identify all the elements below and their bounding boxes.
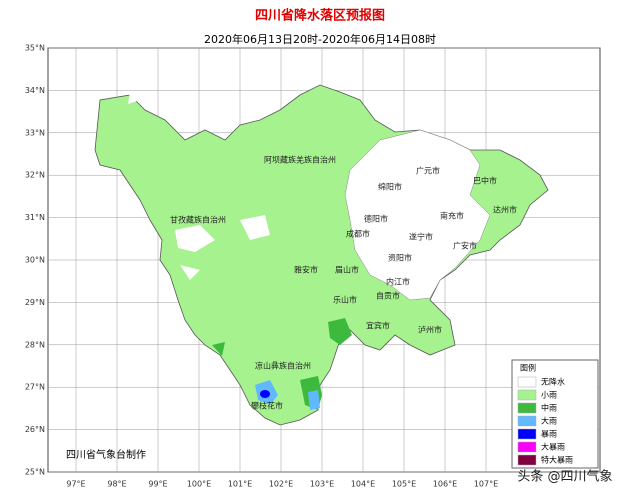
lon-tick-label: 107°E — [474, 480, 498, 489]
place-label: 甘孜藏族自治州 — [170, 215, 226, 225]
place-label: 南充市 — [440, 211, 464, 221]
no-rain-patch — [128, 92, 270, 280]
place-label: 广安市 — [453, 241, 477, 251]
watermark: 头条 @四川气象 — [517, 469, 612, 485]
lon-tick-label: 97°E — [66, 480, 85, 489]
legend-label: 中雨 — [541, 403, 557, 413]
subtitle: 2020年06月13日20时-2020年06月14日08时 — [204, 32, 436, 46]
place-label: 泸州市 — [418, 325, 442, 335]
no-rain-area — [344, 129, 491, 301]
legend-label: 无降水 — [541, 377, 565, 387]
legend-swatch — [517, 389, 537, 401]
lat-tick-label: 26°N — [25, 425, 45, 434]
credit: 四川省气象台制作 — [66, 448, 146, 461]
legend-label: 特大暴雨 — [541, 455, 573, 465]
lon-tick-label: 104°E — [351, 480, 375, 489]
rainstorm-patch — [260, 390, 270, 398]
place-label: 自贡市 — [376, 291, 400, 301]
lat-tick-label: 32°N — [25, 171, 45, 180]
legend-swatch — [517, 454, 537, 466]
place-label: 内江市 — [386, 277, 410, 287]
legend-swatch — [517, 376, 537, 388]
place-label: 绵阳市 — [378, 182, 402, 192]
lat-tick-label: 28°N — [25, 340, 45, 349]
lat-tick-label: 25°N — [25, 468, 45, 477]
place-label: 达州市 — [493, 205, 517, 215]
legend-title: 图例 — [520, 363, 536, 373]
moderate-rain-patch — [212, 318, 352, 410]
place-label: 广元市 — [416, 166, 440, 176]
place-label: 德阳市 — [364, 214, 388, 224]
legend-swatch — [517, 402, 537, 414]
lat-tick-label: 27°N — [25, 383, 45, 392]
title: 四川省降水落区预报图 — [255, 8, 385, 24]
place-label: 宜宾市 — [366, 321, 390, 331]
heavy-rain-patch — [255, 380, 320, 410]
place-label: 阿坝藏族羌族自治州 — [264, 155, 336, 165]
legend-swatch — [517, 441, 537, 453]
place-label: 凉山彝族自治州 — [255, 361, 311, 371]
place-label: 乐山市 — [333, 295, 357, 305]
place-label: 遂宁市 — [409, 232, 433, 242]
lon-tick-label: 106°E — [433, 480, 457, 489]
place-label: 成都市 — [346, 229, 370, 239]
legend-label: 暴雨 — [541, 430, 557, 439]
lat-tick-label: 34°N — [25, 86, 45, 95]
precipitation-areas — [94, 84, 549, 426]
lat-tick-label: 31°N — [25, 213, 45, 222]
lat-tick-label: 29°N — [25, 298, 45, 307]
legend-swatch — [517, 415, 537, 427]
lon-tick-label: 105°E — [392, 480, 416, 489]
lat-tick-label: 35°N — [25, 44, 45, 53]
lon-tick-label: 99°E — [148, 480, 167, 489]
legend-swatch — [517, 428, 537, 440]
legend-label: 大暴雨 — [541, 442, 565, 452]
lon-tick-label: 101°E — [228, 480, 252, 489]
place-label: 攀枝花市 — [251, 401, 283, 411]
place-label: 巴中市 — [473, 176, 497, 186]
lon-tick-label: 102°E — [269, 480, 293, 489]
place-label: 眉山市 — [335, 265, 359, 275]
lon-tick-label: 98°E — [107, 480, 126, 489]
legend-label: 小雨 — [541, 391, 557, 400]
lat-tick-label: 30°N — [25, 256, 45, 265]
legend-label: 大雨 — [541, 416, 557, 426]
lon-tick-label: 103°E — [310, 480, 334, 489]
place-label: 资阳市 — [388, 253, 412, 263]
lat-tick-label: 33°N — [25, 128, 45, 137]
place-label: 雅安市 — [294, 265, 318, 275]
lon-tick-label: 100°E — [187, 480, 211, 489]
